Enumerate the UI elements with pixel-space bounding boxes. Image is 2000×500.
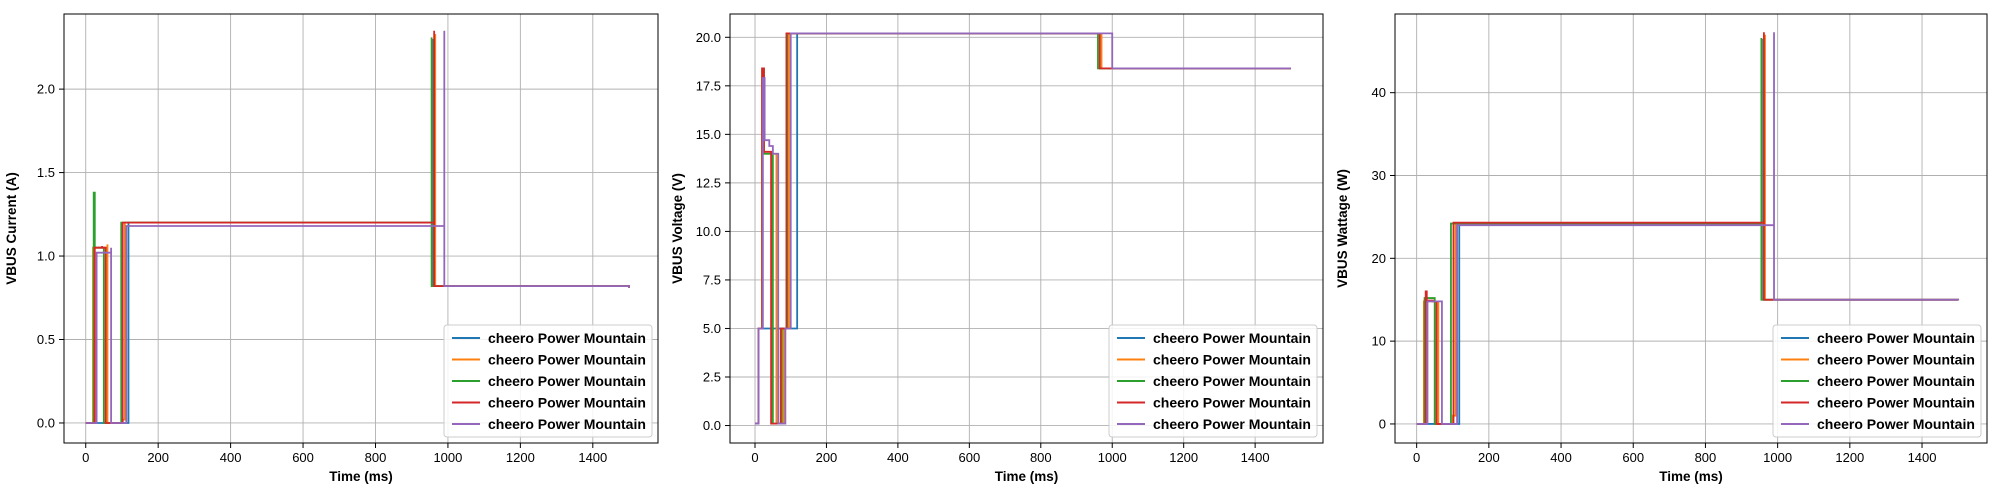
x-tick-label: 400 [1550,450,1572,465]
legend-box [1772,324,1982,438]
x-tick-label: 1200 [1169,450,1198,465]
series-line-5 [85,30,630,424]
legend-label: cheero Power Mountain [1153,395,1311,411]
y-tick-label: 15.0 [696,127,721,142]
y-tick-label: 5.0 [703,321,721,336]
legend-label: cheero Power Mountain [1817,416,1975,432]
x-axis-label: Time (ms) [1659,469,1723,484]
x-tick-label: 600 [1622,450,1644,465]
x-tick-label: 1000 [1098,450,1127,465]
legend-label: cheero Power Mountain [488,395,646,411]
legend-label: cheero Power Mountain [1817,330,1975,346]
y-tick-label: 0.0 [703,418,721,433]
legend: cheero Power Mountain cheero Power Mounta… [1108,324,1318,438]
legend-label: cheero Power Mountain [1153,352,1311,368]
y-axis-label: VBUS Wattage (W) [1335,169,1350,288]
legend: cheero Power Mountain cheero Power Mounta… [443,324,653,438]
x-tick-label: 1400 [578,450,607,465]
y-tick-label: 7.5 [703,272,721,287]
x-tick-label: 1400 [1908,450,1937,465]
y-tick-label: 20 [1372,251,1386,266]
y-tick-label: 20.0 [696,30,721,45]
y-axis-label: VBUS Voltage (V) [670,173,685,284]
legend-label: cheero Power Mountain [1817,373,1975,389]
legend-label: cheero Power Mountain [1817,352,1975,368]
x-tick-label: 1200 [506,450,535,465]
x-tick-label: 1200 [1835,450,1864,465]
y-tick-label: 0.0 [37,415,55,430]
y-tick-label: 12.5 [696,175,721,190]
series-line-4 [85,30,630,424]
legend-label: cheero Power Mountain [488,373,646,389]
x-tick-label: 400 [887,450,909,465]
x-tick-label: 600 [958,450,980,465]
y-tick-label: 30 [1372,168,1386,183]
x-axis-label: Time (ms) [329,469,393,484]
x-tick-label: 1400 [1241,450,1270,465]
series-line-4 [1416,32,1960,425]
x-tick-label: 200 [816,450,838,465]
x-tick-label: 200 [147,450,169,465]
y-tick-label: 0.5 [37,332,55,347]
x-tick-label: 0 [1413,450,1420,465]
x-tick-label: 800 [365,450,387,465]
legend-label: cheero Power Mountain [1153,330,1311,346]
legend-label: cheero Power Mountain [1153,373,1311,389]
legend-label: cheero Power Mountain [488,352,646,368]
axes-frame [729,13,1324,444]
chart-current: 0 200 400 600 800 1000 1200 1400 0.0 0.5 1.0 1.5 2.0… [4,13,659,484]
x-tick-label: 200 [1478,450,1500,465]
chart-voltage: 0 200 400 600 800 1000 1200 1400 0.0 2.5 5.0 7.5 10.… [670,13,1324,484]
x-tick-label: 0 [751,450,758,465]
series-line-5 [1416,32,1960,425]
chart-wattage: 0 200 400 600 800 1000 1200 1400 0 10 20 30 40 Time (… [1335,13,1988,484]
x-tick-label: 400 [220,450,242,465]
y-tick-label: 17.5 [696,78,721,93]
y-tick-label: 2.5 [703,370,721,385]
y-tick-label: 2.0 [37,82,55,97]
series-line-5 [755,32,1291,425]
axes-frame [63,13,659,444]
axes-frame [1394,13,1988,444]
legend-label: cheero Power Mountain [1817,395,1975,411]
x-tick-label: 0 [82,450,89,465]
y-axis-label: VBUS Current (A) [4,172,19,285]
legend-label: cheero Power Mountain [488,330,646,346]
x-tick-label: 600 [292,450,314,465]
legend-box [443,324,653,438]
y-tick-label: 10.0 [696,224,721,239]
y-tick-label: 40 [1372,85,1386,100]
y-tick-label: 1.5 [37,165,55,180]
y-tick-label: 0 [1379,416,1386,431]
x-tick-label: 1000 [1763,450,1792,465]
x-tick-label: 1000 [433,450,462,465]
x-tick-label: 800 [1030,450,1052,465]
y-tick-label: 10 [1372,334,1386,349]
legend-label: cheero Power Mountain [488,416,646,432]
legend-label: cheero Power Mountain [1153,416,1311,432]
x-axis-label: Time (ms) [995,469,1059,484]
x-tick-label: 800 [1695,450,1717,465]
legend-box [1108,324,1318,438]
y-tick-label: 1.0 [37,249,55,264]
legend: cheero Power Mountain cheero Power Mounta… [1772,324,1982,438]
